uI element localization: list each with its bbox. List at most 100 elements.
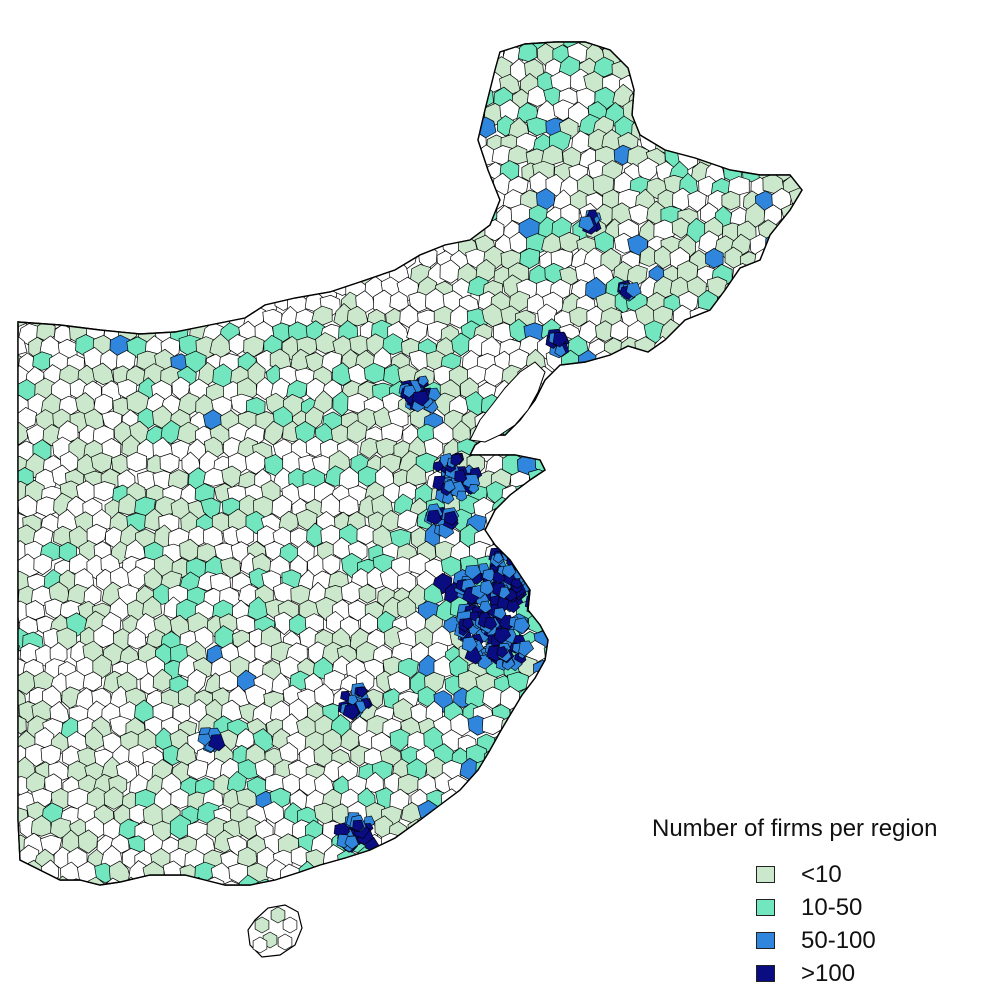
region-cell — [518, 831, 540, 853]
region-cell — [603, 745, 627, 768]
region-cell — [619, 481, 640, 505]
region-cell — [791, 684, 802, 707]
region-cell — [765, 323, 788, 343]
region-cell — [787, 424, 802, 448]
region-cell — [297, 131, 319, 154]
region-cell — [799, 263, 802, 287]
region-cell — [680, 671, 700, 694]
region-cell-high — [578, 215, 595, 232]
region-cell — [569, 570, 589, 592]
region-cell — [602, 423, 621, 446]
region-cell — [748, 496, 770, 520]
region-cell — [740, 423, 762, 446]
region-cell-high — [432, 460, 444, 473]
map-legend: Number of firms per region <10 10-50 50-… — [652, 812, 992, 990]
region-cell — [0, 876, 16, 899]
region-cell — [56, 188, 77, 211]
region-cells — [0, 42, 802, 899]
region-cell — [552, 864, 574, 885]
region-cell — [376, 205, 396, 228]
region-cell — [721, 336, 741, 358]
region-cell — [86, 42, 107, 51]
region-cell — [631, 351, 652, 375]
region-cell — [673, 628, 693, 653]
region-cell — [640, 480, 661, 503]
region-cell — [86, 62, 109, 84]
region-cell — [33, 262, 53, 283]
region-cell — [426, 817, 447, 843]
region-cell — [635, 360, 657, 384]
region-cell-high — [468, 483, 480, 495]
region-cell — [273, 89, 295, 114]
region-cell — [796, 731, 802, 755]
region-cell-high — [493, 628, 512, 645]
region-cell — [621, 716, 640, 738]
region-cell — [748, 557, 770, 580]
region-cell — [767, 495, 787, 518]
region-cell — [349, 189, 372, 210]
region-cell — [526, 760, 546, 782]
region-cell — [631, 438, 652, 462]
region-cell — [720, 629, 739, 653]
region-cell — [568, 807, 591, 828]
region-cell — [527, 528, 551, 550]
region-cell — [587, 396, 609, 417]
region-cell — [689, 627, 710, 650]
region-cell-high — [518, 640, 534, 657]
region-cell — [107, 188, 128, 214]
region-cell — [264, 278, 285, 303]
region-cell — [562, 672, 583, 693]
region-cell — [468, 803, 489, 826]
region-cell — [562, 846, 584, 868]
region-cell — [753, 129, 776, 152]
region-cell — [643, 528, 665, 551]
region-cell — [579, 409, 601, 433]
region-cell — [140, 161, 163, 181]
region-cell — [526, 845, 547, 871]
region-cell — [756, 72, 779, 97]
region-cell — [749, 727, 768, 752]
region-cell — [712, 57, 731, 80]
region-cell — [243, 335, 265, 357]
region-cell — [127, 627, 147, 650]
region-cell — [186, 58, 208, 83]
region-cell — [58, 304, 80, 327]
region-cell-high — [412, 390, 430, 407]
region-cell — [601, 687, 624, 710]
region-cell — [266, 104, 288, 125]
region-cell — [728, 498, 748, 522]
region-cell — [784, 378, 802, 402]
region-cell-high — [417, 375, 429, 387]
region-cell — [654, 660, 676, 682]
region-cell — [357, 176, 377, 200]
region-cell — [152, 668, 172, 692]
region-cell — [736, 746, 757, 772]
region-cell — [605, 659, 628, 682]
region-cell — [154, 232, 177, 255]
island-region-cell — [277, 933, 293, 951]
region-cell — [143, 567, 164, 590]
region-cell — [333, 190, 355, 212]
region-cell — [647, 644, 668, 665]
region-cell — [722, 538, 742, 561]
legend-label-10to50: 10-50 — [801, 893, 863, 921]
region-cell — [238, 232, 260, 256]
region-cell — [34, 294, 56, 318]
region-cell — [788, 715, 802, 737]
region-cell — [18, 787, 21, 811]
region-cell — [302, 265, 324, 289]
region-cell — [444, 118, 465, 141]
region-cell — [305, 116, 326, 140]
region-cell — [356, 524, 376, 545]
region-cell — [363, 189, 386, 215]
region-cell — [187, 113, 207, 138]
region-cell — [585, 509, 607, 531]
region-cell — [155, 204, 176, 226]
region-cell — [313, 246, 336, 268]
region-cell — [653, 73, 674, 96]
region-cell — [571, 510, 593, 531]
region-cell-high — [480, 579, 495, 596]
region-cell — [22, 249, 44, 273]
region-cell — [329, 159, 350, 180]
region-cell — [577, 878, 597, 885]
